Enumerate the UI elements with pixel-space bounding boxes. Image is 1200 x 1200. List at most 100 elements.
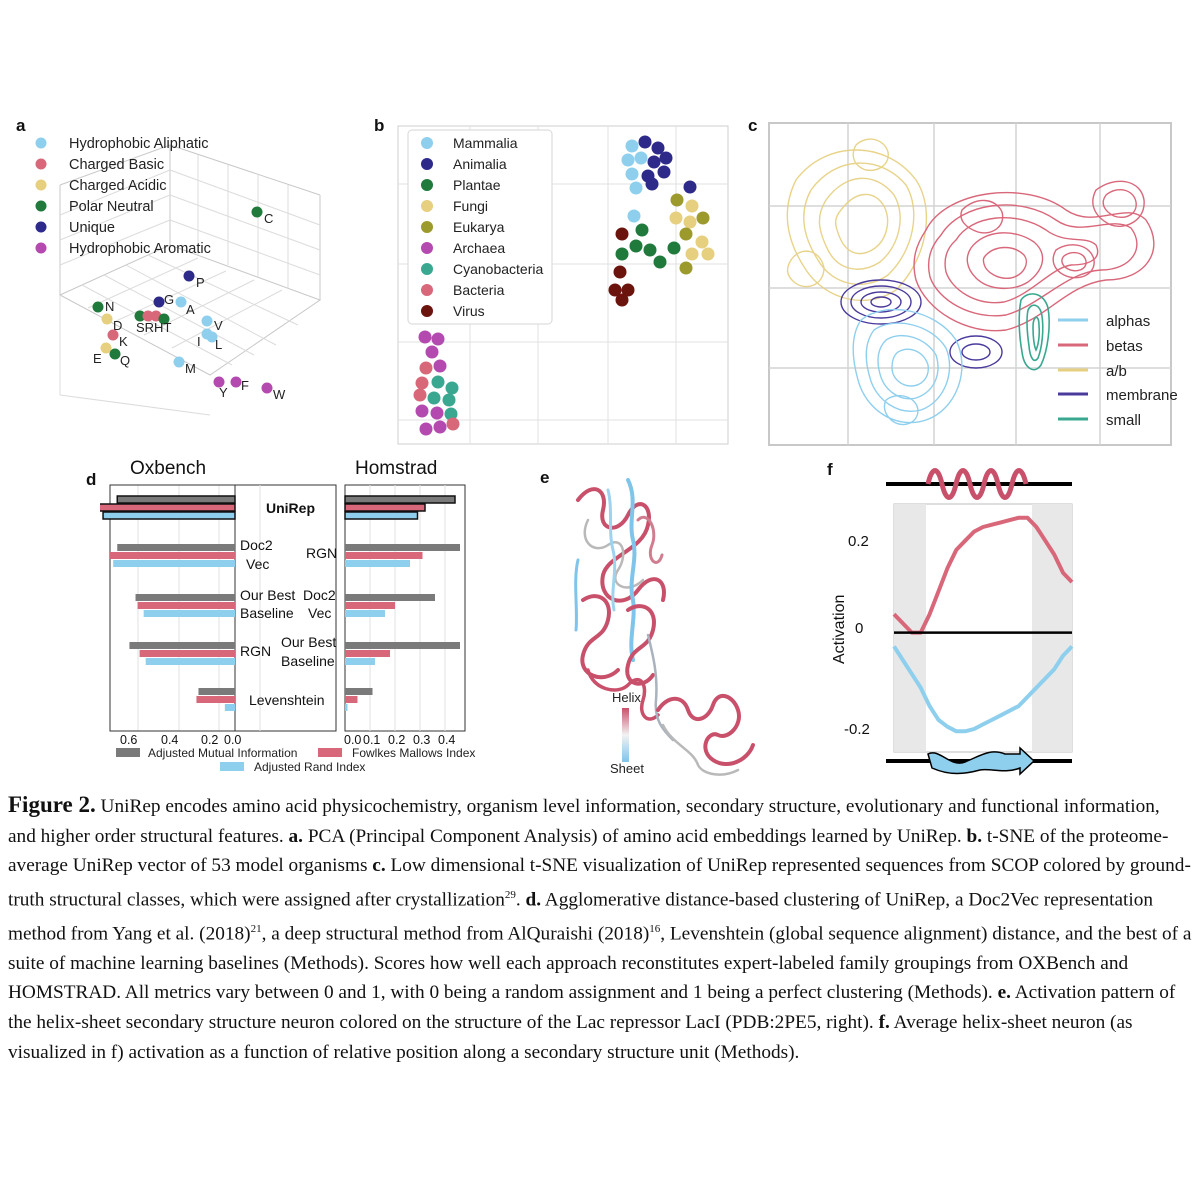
point-g — [153, 296, 165, 308]
homstrad-title: Homstrad — [355, 458, 437, 479]
legend-hydrophobic-aliphatic: Hydrophobic Aliphatic — [69, 136, 208, 152]
shaded-right — [1032, 504, 1072, 752]
legend-eukarya-marker — [421, 221, 433, 233]
ytick-02: 0.2 — [848, 533, 869, 550]
helix-sheet-colorbar — [622, 708, 629, 762]
caption-a: a. — [288, 825, 303, 847]
b-cluster-prokaryotes — [413, 330, 460, 436]
caption-e: e. — [997, 982, 1011, 1004]
homstrad-bars-fmi-bar-2 — [345, 602, 395, 609]
legend-archaea-marker — [421, 242, 433, 254]
caption-f: f. — [878, 1012, 890, 1033]
legend-ami: Adjusted Mutual Information — [148, 746, 297, 760]
caption-text-7: , a deep structural method from AlQurais… — [261, 923, 650, 945]
label-srht: SRHT — [136, 320, 171, 335]
panel-c-letter: c — [748, 116, 758, 135]
tick-left-06: 0.6 — [120, 733, 137, 747]
homstrad-bars-ami-bar-1 — [345, 544, 460, 551]
caption-text-4: Low dimensional t-SNE visualization of U… — [8, 855, 1191, 911]
label-w: W — [273, 387, 286, 402]
oxbench-bars-ami-bar-0 — [116, 495, 236, 504]
homstrad-bars — [344, 495, 460, 711]
point-e — [100, 342, 112, 354]
caption-text-3: t-SNE of the proteome-average UniRep vec… — [8, 825, 1169, 877]
caption-text-9: Activation pattern of the helix-sheet se… — [8, 982, 1176, 1033]
tick-right-03: 0.3 — [413, 733, 430, 747]
oxbench-bars-fmi-bar-3 — [139, 650, 235, 657]
label-c: C — [264, 211, 273, 226]
ytick-neg02: -0.2 — [844, 721, 870, 738]
panel-a-pca-3d-plot: Hydrophobic Aliphatic Charged Basic Char… — [35, 136, 322, 416]
tick-right-02: 0.2 — [388, 733, 405, 747]
homstrad-bars-fmi-bar-3 — [345, 650, 390, 657]
sheet-label: Sheet — [610, 761, 644, 776]
legend-unique-marker — [35, 221, 47, 233]
legend-ari: Adjusted Rand Index — [254, 760, 365, 774]
point-w — [261, 382, 273, 394]
point-n — [92, 301, 104, 313]
label-m: M — [185, 361, 196, 376]
b-cluster-eukaryotes — [608, 135, 715, 307]
label-best-baseline-right-2: Baseline — [281, 653, 335, 669]
label-n: N — [105, 299, 114, 314]
panel-f-activation-plot: 0.2 0 -0.2 Activation — [831, 468, 1074, 776]
point-p — [183, 270, 195, 282]
panel-f-letter: f — [827, 460, 833, 479]
f-ylabel: Activation — [831, 595, 848, 664]
tick-right-04: 0.4 — [438, 733, 455, 747]
legend-archaea: Archaea — [453, 240, 505, 256]
label-v: V — [214, 318, 223, 333]
label-p: P — [196, 275, 205, 290]
caption-ref-16: 16 — [649, 922, 661, 935]
legend-hydrophobic-aromatic: Hydrophobic Aromatic — [69, 241, 211, 257]
oxbench-title: Oxbench — [130, 458, 206, 479]
label-best-baseline-left-1: Our Best — [240, 587, 295, 603]
tick-left-00: 0.0 — [224, 733, 241, 747]
point-k — [107, 329, 119, 341]
helix-cartoon-icon — [925, 468, 1029, 500]
label-g: G — [164, 292, 174, 307]
oxbench-bars-fmi-bar-0 — [100, 503, 236, 512]
point-d — [101, 313, 113, 325]
homstrad-bars-ari-bar-0 — [344, 511, 419, 520]
panel-a-letter: a — [16, 116, 26, 135]
caption-text-10: Average helix-sheet neuron (as visualize… — [8, 1012, 1133, 1063]
legend-ami-swatch — [116, 748, 140, 757]
homstrad-bars-ami-bar-3 — [345, 642, 460, 649]
f-series-line-0 — [892, 515, 1074, 635]
point-q — [109, 348, 121, 360]
homstrad-bars-ari-bar-3 — [345, 658, 375, 665]
legend-hydrophobic-aliphatic-marker — [35, 137, 47, 149]
panel-e-protein-structure: Helix Sheet — [574, 478, 755, 776]
oxbench-bars-ari-bar-1 — [113, 560, 235, 567]
legend-charged-acidic: Charged Acidic — [69, 178, 167, 194]
homstrad-bars-ari-bar-2 — [345, 610, 385, 617]
label-a: A — [186, 302, 195, 317]
legend-bacteria: Bacteria — [453, 282, 505, 298]
label-best-baseline-right-1: Our Best — [281, 634, 336, 650]
legend-fungi-marker — [421, 200, 433, 212]
panel-b-letter: b — [374, 116, 385, 135]
legend-fmi: Fowlkes Mallows Index — [352, 746, 475, 760]
legend-polar-neutral: Polar Neutral — [69, 199, 154, 215]
caption-text-2: PCA (Principal Component Analysis) of am… — [303, 825, 967, 847]
f-series-line-1 — [892, 645, 1074, 734]
oxbench-bars-ari-bar-3 — [145, 658, 235, 665]
point-f — [230, 376, 242, 388]
legend-fungi: Fungi — [453, 198, 488, 214]
label-levenshtein: Levenshtein — [249, 692, 325, 708]
label-i: I — [197, 334, 201, 349]
figure-caption: Figure 2. UniRep encodes amino acid phys… — [8, 790, 1192, 1067]
caption-text-6: Agglomerative distance-based clustering … — [8, 889, 1154, 945]
label-rgn-right: RGN — [306, 545, 337, 561]
point-a — [175, 296, 187, 308]
label-e: E — [93, 351, 102, 366]
lac-repressor-ribbon — [574, 478, 755, 776]
legend-mammalia: Mammalia — [453, 135, 518, 151]
legend-charged-basic-marker — [35, 158, 47, 170]
tick-left-02: 0.2 — [201, 733, 218, 747]
homstrad-bars-ami-bar-2 — [345, 594, 435, 601]
caption-text-8: , Levenshtein (global sequence alignment… — [8, 923, 1192, 1004]
legend-unique: Unique — [69, 220, 115, 236]
tick-right-00: 0.0 — [344, 733, 361, 747]
